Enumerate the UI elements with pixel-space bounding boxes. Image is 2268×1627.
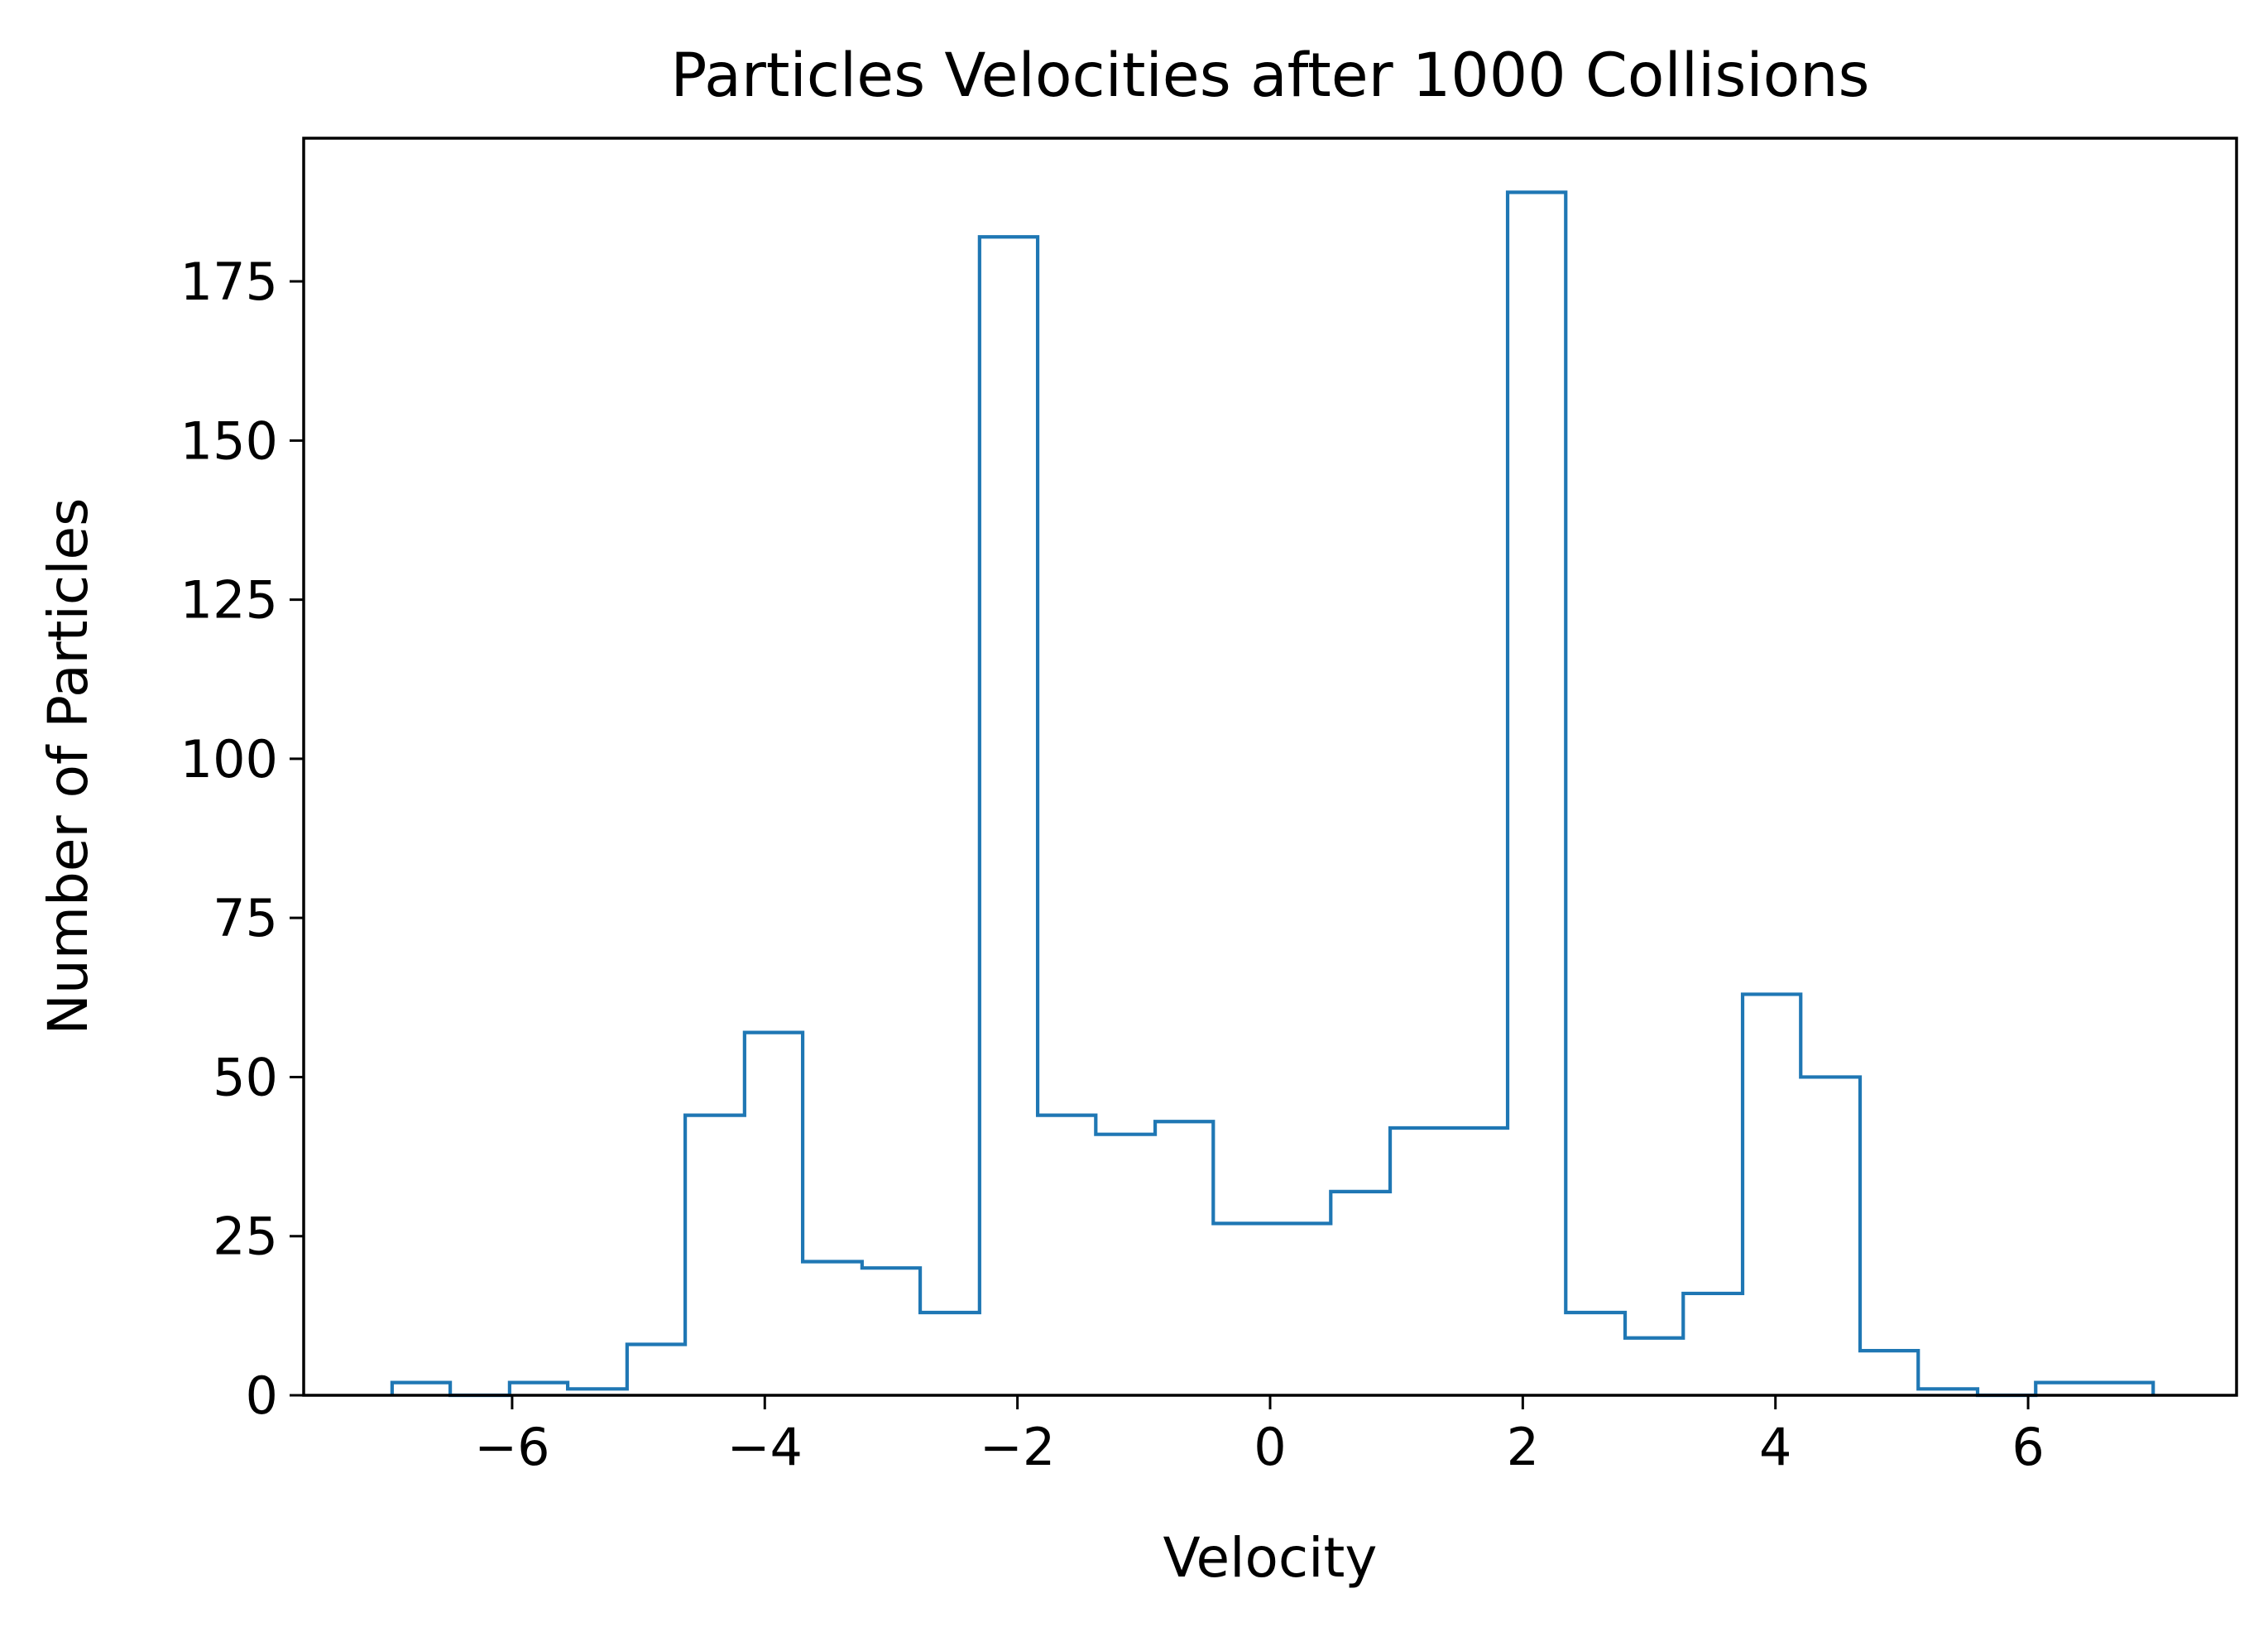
histogram-bin (1038, 1116, 1096, 1395)
histogram-bin (1155, 1121, 1213, 1395)
histogram-bin (1331, 1192, 1390, 1395)
histogram-bin (1860, 1351, 1918, 1395)
histogram-bin (392, 1383, 450, 1395)
histogram-bin (862, 1268, 920, 1395)
y-tick-label: 75 (213, 888, 278, 948)
x-axis-label: Velocity (1163, 1526, 1378, 1590)
x-axis: −6 −4 −2 0 2 4 6 (474, 1395, 2045, 1477)
histogram-bin (1213, 1223, 1273, 1395)
histogram-bin (2095, 1383, 2153, 1395)
histogram-bin (2035, 1383, 2095, 1395)
histogram-bin (1448, 1128, 1508, 1395)
histogram-bin (1566, 1313, 1625, 1395)
histogram-bin (1743, 994, 1800, 1395)
histogram-step-outline (390, 190, 2155, 1398)
histogram-bin (1625, 1338, 1683, 1395)
y-tick-label: 175 (180, 252, 278, 312)
y-tick-label: 100 (180, 729, 278, 790)
x-tick-label: −4 (727, 1417, 803, 1477)
x-tick-label: −2 (980, 1417, 1055, 1477)
x-tick-label: 6 (2011, 1417, 2044, 1477)
y-tick-label: 25 (213, 1207, 278, 1267)
histogram-bin (920, 1313, 980, 1395)
histogram-bin (627, 1344, 685, 1395)
y-tick-label: 0 (246, 1365, 278, 1426)
plot-area (390, 190, 2155, 1398)
histogram-bin (1096, 1135, 1155, 1395)
histogram-bin (1800, 1077, 1860, 1395)
y-axis: 0 25 50 75 100 125 150 175 (180, 252, 304, 1426)
histogram-bin (1508, 192, 1566, 1395)
histogram-bin (745, 1033, 803, 1395)
histogram-bin (685, 1116, 745, 1395)
y-tick-label: 125 (180, 570, 278, 631)
y-tick-label: 150 (180, 410, 278, 471)
x-tick-label: −6 (474, 1417, 549, 1477)
histogram-bin (510, 1383, 568, 1395)
histogram-bin (1683, 1293, 1743, 1395)
x-tick-label: 2 (1507, 1417, 1539, 1477)
chart-title: Particles Velocities after 1000 Collisio… (670, 41, 1869, 111)
y-axis-label: Number of Particles (36, 498, 100, 1035)
x-tick-label: 0 (1254, 1417, 1286, 1477)
histogram-bin (803, 1261, 862, 1395)
histogram-bin (980, 237, 1038, 1395)
histogram-bin (1390, 1128, 1448, 1395)
histogram-bin (1273, 1223, 1331, 1395)
y-tick-label: 50 (213, 1047, 278, 1107)
x-tick-label: 4 (1759, 1417, 1791, 1477)
